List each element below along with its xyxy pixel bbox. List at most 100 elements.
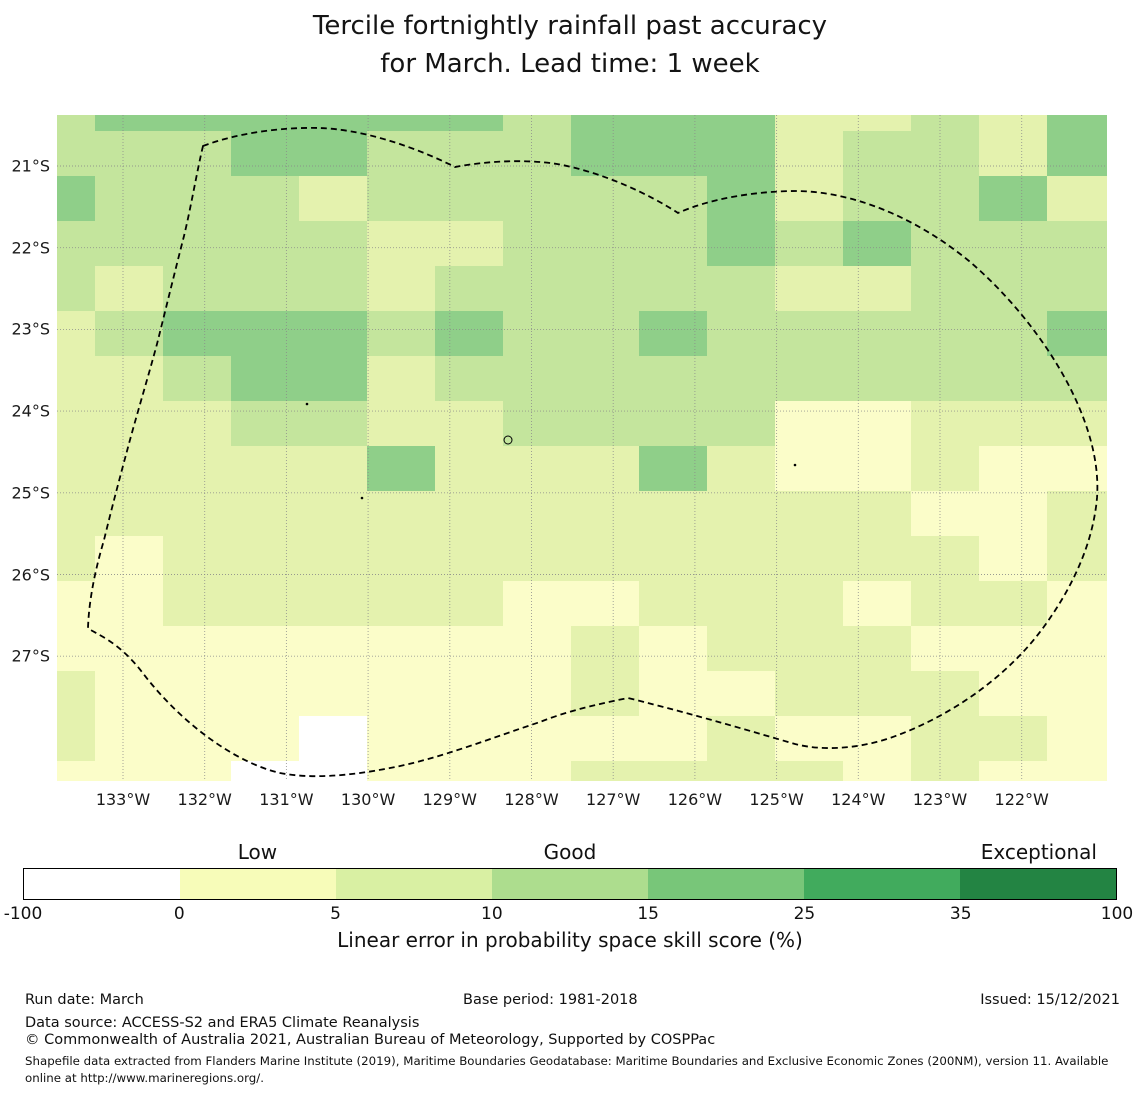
map-cell [911, 401, 979, 446]
y-tick-label: 22°S [11, 238, 50, 258]
map-cell [231, 401, 299, 446]
map-cell [571, 221, 639, 266]
map-cell [979, 446, 1047, 491]
map-cell [843, 311, 911, 356]
colorbar-category-label: Low [237, 840, 278, 864]
data-source-text: Data source: ACCESS-S2 and ERA5 Climate … [25, 1015, 420, 1031]
map-cell [911, 176, 979, 221]
map-cell [95, 356, 163, 401]
map-cell [979, 131, 1047, 176]
map-cell [435, 131, 503, 176]
map-cell [571, 115, 639, 131]
map-cell [95, 581, 163, 626]
x-tick-label: 122°W [994, 790, 1049, 809]
map-cell [231, 131, 299, 176]
map-cell [367, 221, 435, 266]
map-cell [707, 221, 775, 266]
run-date-text: Run date: March [25, 992, 144, 1008]
colorbar-tick-label: 35 [949, 904, 972, 924]
x-tick-label: 124°W [831, 790, 886, 809]
map-cell [435, 671, 503, 716]
map-cell [95, 176, 163, 221]
map-cell [571, 176, 639, 221]
map-cell [231, 311, 299, 356]
map-cell [231, 176, 299, 221]
map-cell [571, 536, 639, 581]
map-cell [843, 401, 911, 446]
map-cell [639, 626, 707, 671]
map-cell [911, 716, 979, 761]
map-cell [571, 446, 639, 491]
y-tick-label: 25°S [11, 483, 50, 503]
map-cell [57, 401, 95, 446]
copyright-text: © Commonwealth of Australia 2021, Austra… [25, 1032, 716, 1048]
x-tick-label: 131°W [259, 790, 314, 809]
map-cell [639, 401, 707, 446]
colorbar-segment [336, 869, 492, 899]
map-cell [979, 221, 1047, 266]
map-cell [299, 581, 367, 626]
map-cell [707, 311, 775, 356]
map-cell [95, 311, 163, 356]
map-cell [639, 221, 707, 266]
map-cell [503, 761, 571, 781]
map-cell [367, 536, 435, 581]
map-cell [367, 581, 435, 626]
map-cell [231, 356, 299, 401]
map-cell [1047, 131, 1107, 176]
map-cell [979, 536, 1047, 581]
map-cell [775, 536, 843, 581]
map-cell [911, 266, 979, 311]
map-cell [299, 716, 367, 761]
map-cell [435, 115, 503, 131]
map-cell [57, 176, 95, 221]
x-tick-label: 123°W [912, 790, 968, 809]
islet-outline [503, 435, 513, 445]
map-cell [571, 356, 639, 401]
map-cell [503, 401, 571, 446]
colorbar-tick-label: 25 [793, 904, 816, 924]
map-cell [775, 491, 843, 536]
map-cell [57, 761, 95, 781]
map-cell [435, 626, 503, 671]
map-cell [163, 761, 231, 781]
map-cell [299, 761, 367, 781]
y-tick-label: 27°S [11, 646, 50, 666]
map-cell [843, 491, 911, 536]
islet-dot [360, 496, 364, 500]
map-cell [707, 761, 775, 781]
map-cell [57, 446, 95, 491]
colorbar-tick-label: 15 [637, 904, 659, 924]
map-cell [95, 131, 163, 176]
map-cell [231, 266, 299, 311]
x-tick-label: 127°W [586, 790, 641, 809]
islet-dot [305, 402, 309, 406]
map-cell [911, 446, 979, 491]
map-cell [95, 671, 163, 716]
map-cell [163, 626, 231, 671]
map-cell [911, 581, 979, 626]
map-cell [367, 761, 435, 781]
map-cell [231, 581, 299, 626]
map-cell [911, 356, 979, 401]
map-cell [639, 311, 707, 356]
map-cell [503, 446, 571, 491]
map-cell [95, 266, 163, 311]
x-tick-label: 132°W [177, 790, 232, 809]
map-cell [911, 115, 979, 131]
map-cell [911, 536, 979, 581]
map-cell [95, 446, 163, 491]
map-cell [435, 536, 503, 581]
map-cell [571, 131, 639, 176]
map-cell [639, 356, 707, 401]
map-cell [1047, 671, 1107, 716]
map-cell [503, 581, 571, 626]
colorbar-tick-label: 0 [173, 904, 185, 924]
map-cell [367, 356, 435, 401]
map-cell [163, 221, 231, 266]
base-period-text: Base period: 1981-2018 [463, 992, 638, 1008]
map-cell [843, 221, 911, 266]
map-cell [57, 115, 95, 131]
map-cell [1047, 536, 1107, 581]
map-cell [1047, 626, 1107, 671]
